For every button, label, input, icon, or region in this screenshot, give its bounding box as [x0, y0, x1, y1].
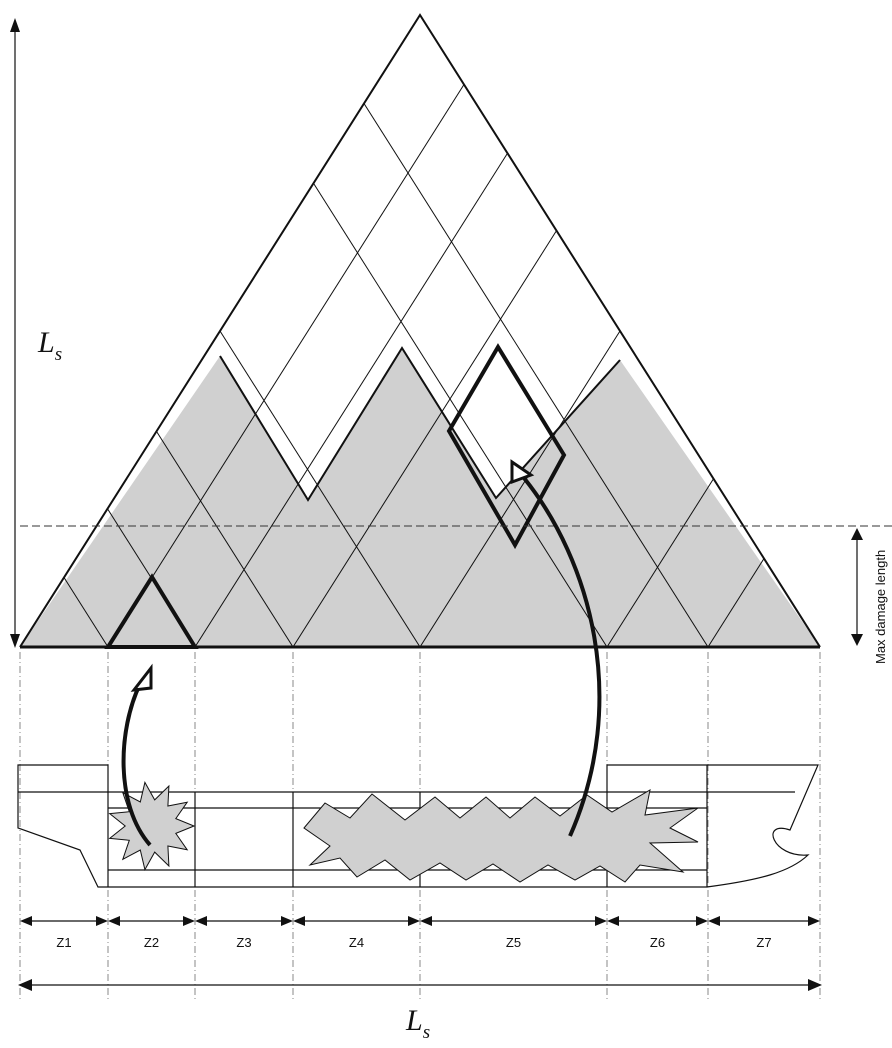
- grid-line-up-right-4: [419, 330, 621, 648]
- length-arrow-left: [18, 979, 32, 991]
- hull-outline: [17, 764, 819, 888]
- z2-curve-arrow: [121, 683, 152, 847]
- vertical-length-label: Ls: [37, 326, 62, 365]
- zone-dim-left-2: [108, 916, 120, 926]
- vertical-arrow-bottom: [10, 634, 20, 648]
- grid-line-up-left-4: [219, 330, 421, 648]
- shaded-area: [20, 348, 820, 647]
- triangle-grid: [63, 84, 765, 648]
- zone-dim-left-5: [420, 916, 432, 926]
- grid-line-up-right-5: [606, 478, 714, 648]
- zone-dimension-arrows: [20, 916, 820, 926]
- zone-label-6: Z6: [650, 935, 665, 950]
- max-damage-indicator: [20, 525, 892, 646]
- overall-length-arrow: [18, 979, 822, 991]
- zone-dim-right-6: [696, 916, 708, 926]
- zone-dim-left-1: [20, 916, 32, 926]
- zone-dim-left-3: [195, 916, 207, 926]
- highlighted-damage-cases: [104, 343, 567, 649]
- zone-dim-right-3: [281, 916, 293, 926]
- z5-curve-arrowhead: [510, 459, 535, 485]
- zone-label-2: Z2: [144, 935, 159, 950]
- vertical-length-arrow: [10, 18, 20, 648]
- vertical-arrow-top: [10, 18, 20, 32]
- z4-z5-damage-case: [446, 343, 567, 550]
- zone-dim-left-6: [607, 916, 619, 926]
- z4-z6-damage-burst: [303, 789, 699, 883]
- zone-dim-right-4: [408, 916, 420, 926]
- zone-labels: Z1 Z2 Z3 Z4 Z5 Z6 Z7: [56, 935, 771, 950]
- shaded-damage-region: [20, 348, 820, 647]
- max-damage-arrow-top: [851, 528, 863, 540]
- zone-dim-right-5: [595, 916, 607, 926]
- damage-bursts: [108, 781, 699, 883]
- grid-line-up-right-2: [194, 152, 508, 648]
- grid-line-up-left-6: [363, 103, 709, 648]
- zone-dim-right-7: [808, 916, 820, 926]
- z2-damage-case: [104, 573, 199, 649]
- z2-curve-arrowhead: [130, 663, 153, 692]
- overall-length-label: Ls: [405, 1004, 430, 1043]
- zone-dim-right-1: [96, 916, 108, 926]
- max-damage-label: Max damage length: [873, 550, 888, 664]
- grid-line-up-left-3: [156, 431, 294, 648]
- length-arrow-right: [808, 979, 822, 991]
- zone-label-5: Z5: [506, 935, 521, 950]
- grid-line-up-right-3: [292, 230, 557, 648]
- zone-label-4: Z4: [349, 935, 364, 950]
- zone-label-3: Z3: [236, 935, 251, 950]
- z5-curve-arrow: [522, 476, 602, 837]
- zone-label-7: Z7: [756, 935, 771, 950]
- zone-dim-left-4: [293, 916, 305, 926]
- z2-damage-burst: [108, 781, 196, 871]
- grid-line-up-left-1: [63, 577, 109, 648]
- outer-triangle: [19, 13, 821, 648]
- grid-line-up-right-6: [707, 558, 765, 648]
- zone-label-1: Z1: [56, 935, 71, 950]
- grid-line-up-right-1: [107, 84, 465, 648]
- zone-dim-left-7: [708, 916, 720, 926]
- shaded-envelope: [219, 346, 621, 502]
- max-damage-arrow-bottom: [851, 634, 863, 646]
- damage-to-case-arrows: [121, 459, 602, 847]
- zone-dim-right-2: [183, 916, 195, 926]
